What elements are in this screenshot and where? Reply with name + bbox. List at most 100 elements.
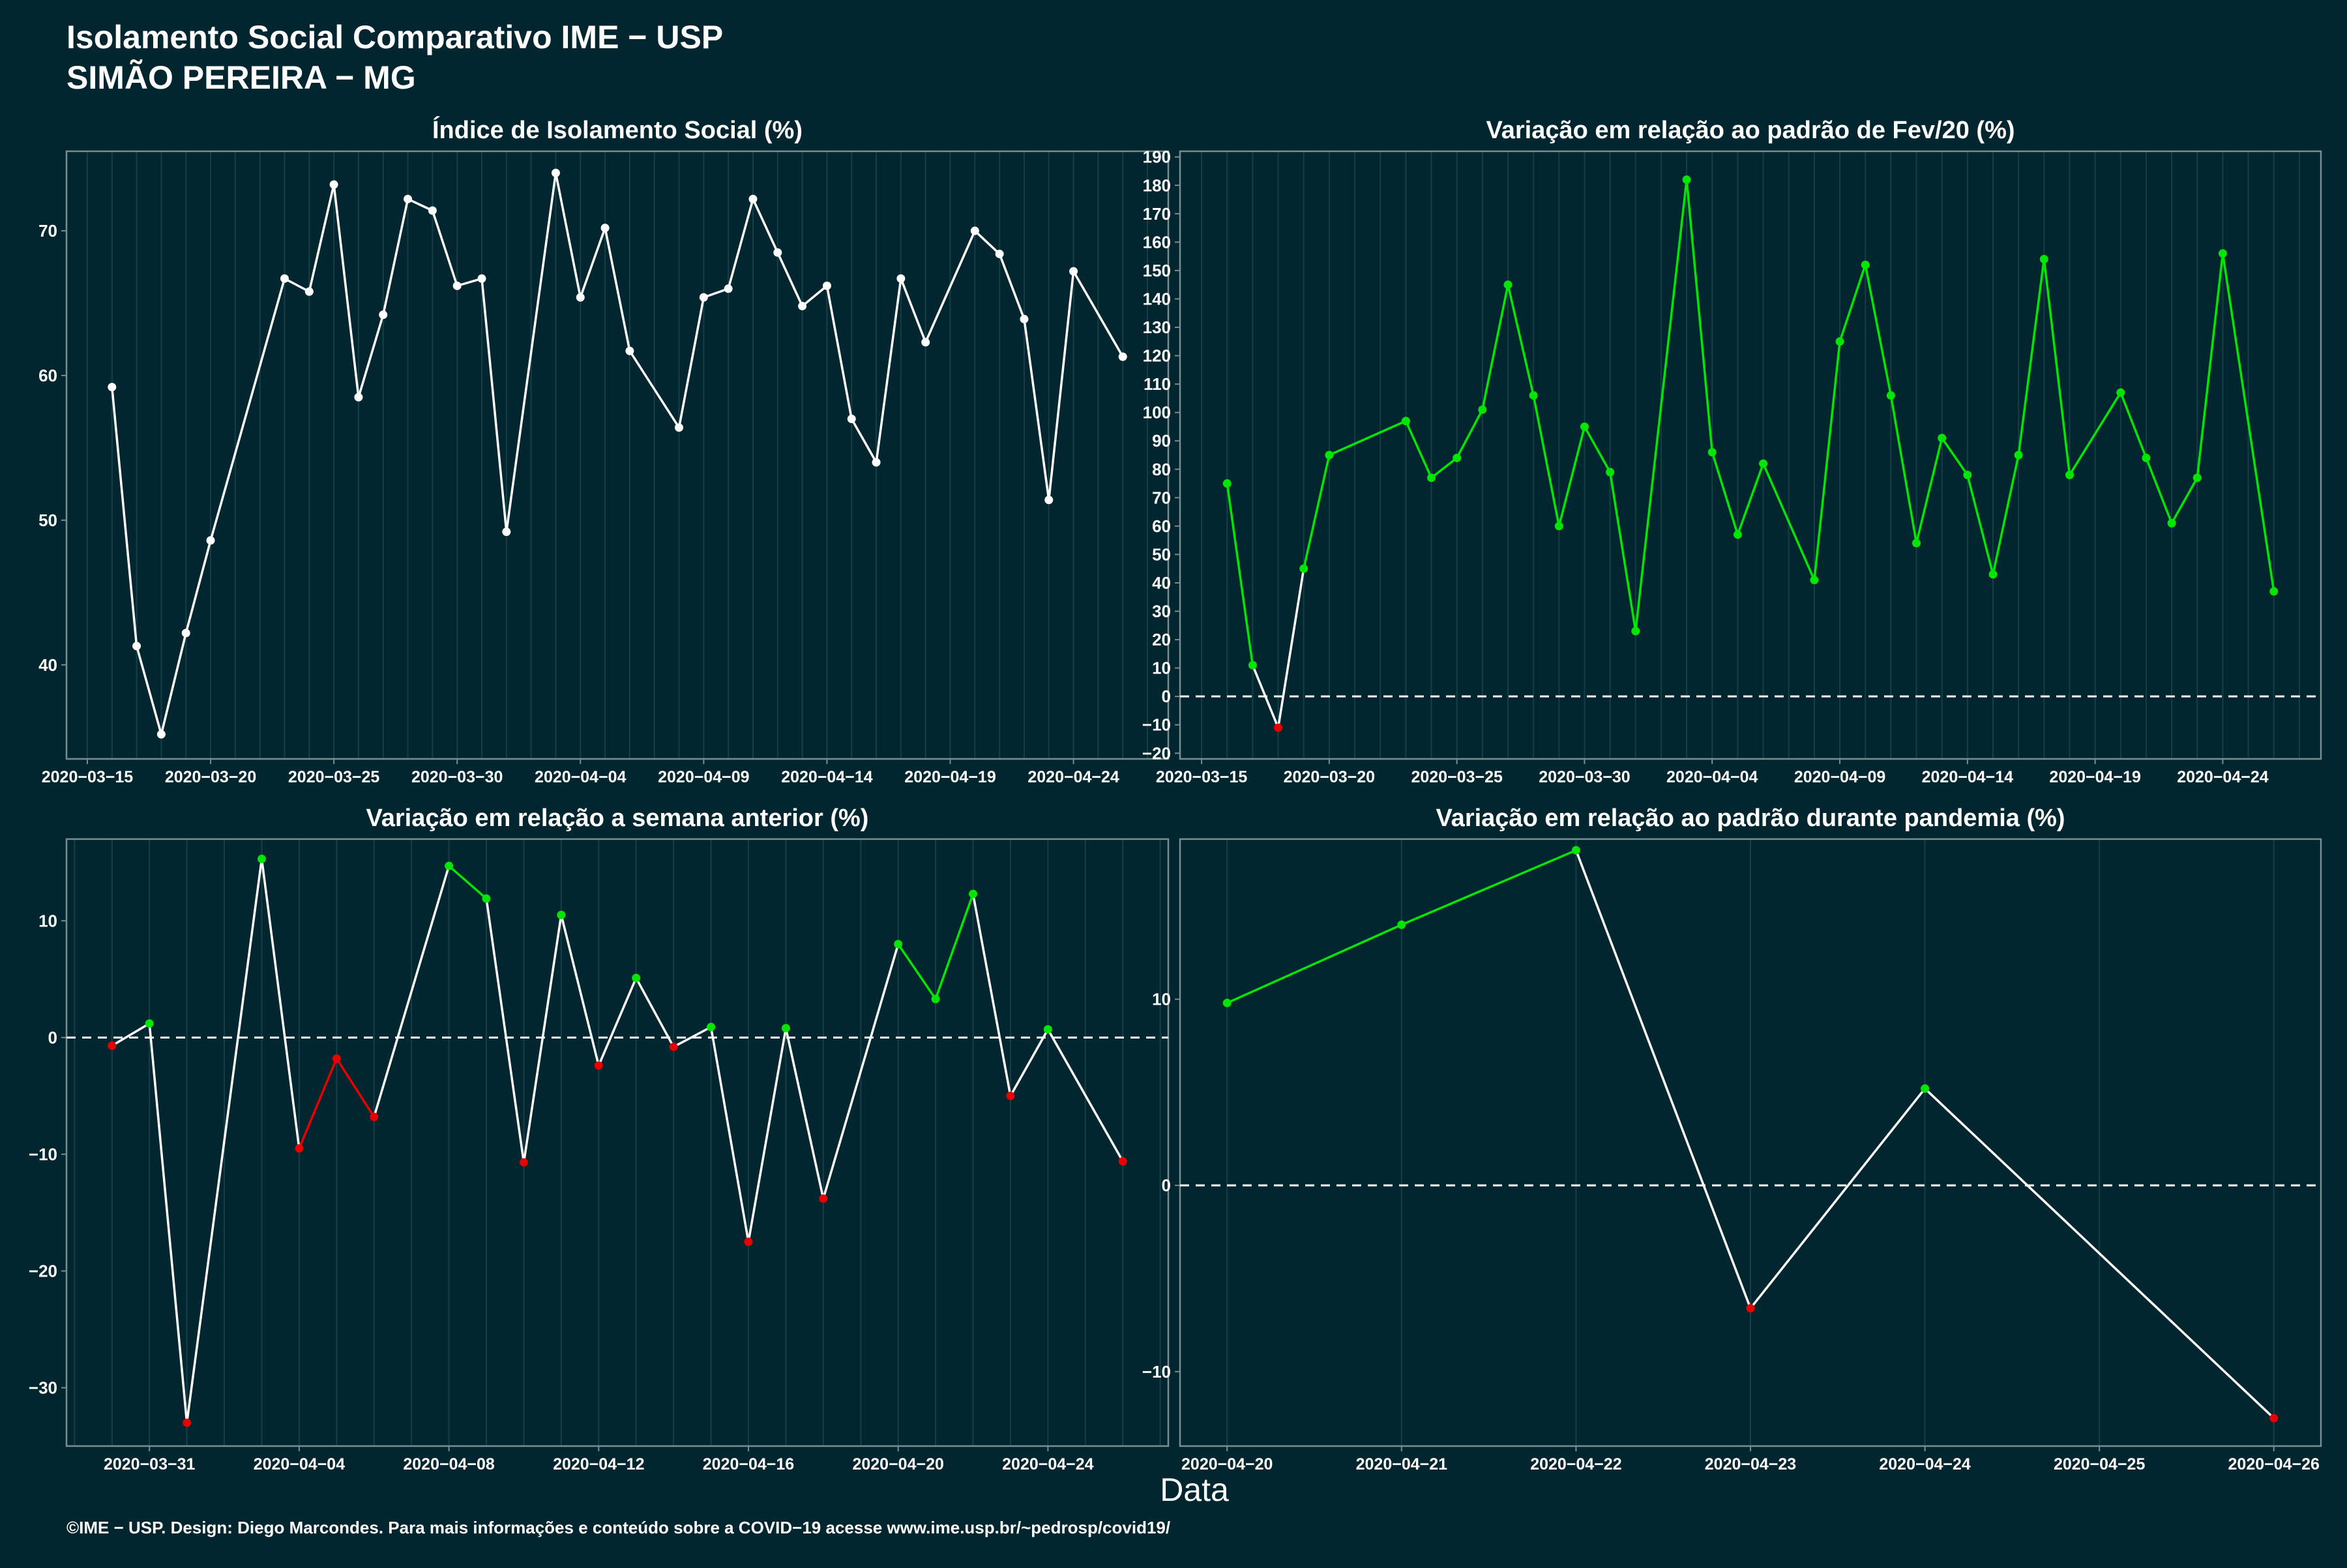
data-point bbox=[896, 274, 906, 283]
series-segment bbox=[1404, 419, 1433, 479]
y-tick-label: −20 bbox=[29, 1261, 57, 1280]
x-tick-label: 2020−03−25 bbox=[288, 768, 380, 786]
x-tick-label: 2020−04−19 bbox=[2049, 768, 2140, 786]
y-tick-label: 150 bbox=[1143, 261, 1171, 280]
plot-frame bbox=[1179, 150, 2322, 760]
series-segment bbox=[825, 284, 853, 421]
data-point bbox=[1118, 352, 1127, 361]
data-point bbox=[1631, 627, 1640, 636]
y-tick-label: −10 bbox=[1142, 715, 1171, 735]
data-point bbox=[2014, 451, 2023, 460]
x-tick-label: 2020−04−24 bbox=[1002, 1455, 1094, 1473]
y-tick-label: 20 bbox=[1152, 630, 1171, 649]
series-segment bbox=[672, 1026, 713, 1048]
series-segment bbox=[372, 865, 450, 1118]
data-point bbox=[1938, 434, 1947, 443]
y-tick-label: −30 bbox=[29, 1378, 57, 1397]
chart-title: Variação em relação ao padrão durante pa… bbox=[1436, 805, 2065, 832]
series-segment bbox=[604, 226, 631, 352]
data-point bbox=[1682, 175, 1691, 185]
series-segment bbox=[1507, 283, 1535, 397]
data-point bbox=[445, 861, 454, 870]
y-tick-label: 60 bbox=[38, 366, 57, 385]
data-point bbox=[819, 1194, 828, 1203]
series-segment bbox=[260, 857, 301, 1150]
series-segment bbox=[1923, 1087, 2275, 1419]
data-point bbox=[675, 423, 684, 432]
series-segment bbox=[702, 288, 730, 299]
series-segment bbox=[522, 913, 563, 1164]
series-segment bbox=[185, 539, 212, 634]
y-tick-label: 110 bbox=[1144, 374, 1171, 394]
y-tick-label: 40 bbox=[1152, 573, 1171, 593]
series-segment bbox=[2119, 391, 2148, 460]
data-point bbox=[428, 206, 437, 215]
data-point bbox=[2065, 470, 2074, 479]
series-segment bbox=[677, 296, 705, 429]
x-tick-label: 2020−03−31 bbox=[104, 1455, 196, 1473]
data-point bbox=[2039, 254, 2048, 263]
series-segment bbox=[1574, 849, 1752, 1310]
y-tick-label: 60 bbox=[1152, 516, 1171, 536]
x-tick-label: 2020−03−25 bbox=[1411, 768, 1503, 786]
footer-credits: ©IME − USP. Design: Diego Marcondes. Par… bbox=[66, 1518, 1170, 1537]
series-segment bbox=[1940, 437, 1969, 477]
data-point bbox=[773, 248, 782, 257]
series-segment bbox=[1813, 340, 1841, 582]
y-tick-label: 170 bbox=[1143, 204, 1171, 224]
series-segment bbox=[896, 943, 937, 1001]
series-segment bbox=[308, 183, 335, 293]
x-tick-label: 2020−03−15 bbox=[1156, 768, 1248, 786]
y-tick-label: 120 bbox=[1143, 346, 1171, 366]
data-point bbox=[576, 293, 585, 302]
series-segment bbox=[160, 632, 187, 736]
data-point bbox=[1810, 576, 1819, 585]
data-point bbox=[2116, 388, 2125, 397]
data-point bbox=[1733, 530, 1742, 539]
data-point bbox=[257, 854, 266, 863]
data-point bbox=[295, 1144, 304, 1153]
chart-title: Variação em relação ao padrão de Fev/20 … bbox=[1486, 117, 2015, 144]
data-point bbox=[1222, 479, 1232, 488]
x-tick-label: 2020−04−24 bbox=[1879, 1455, 1971, 1473]
series-segment bbox=[456, 277, 483, 288]
series-segment bbox=[554, 171, 582, 299]
chart-panel-3: Variação em relação a semana anterior (%… bbox=[29, 805, 1170, 1473]
data-point bbox=[379, 310, 388, 319]
series-segment bbox=[850, 417, 878, 464]
series-segment bbox=[1736, 462, 1765, 536]
x-tick-label: 2020−04−14 bbox=[781, 768, 873, 786]
data-point bbox=[132, 642, 141, 651]
data-point bbox=[370, 1112, 379, 1121]
series-segment bbox=[1455, 408, 1484, 460]
series-segment bbox=[431, 209, 458, 288]
series-segment bbox=[447, 865, 488, 900]
data-point bbox=[1835, 337, 1844, 346]
y-tick-label: −10 bbox=[29, 1144, 57, 1164]
data-point bbox=[1988, 570, 1998, 579]
series-segment bbox=[801, 284, 829, 308]
charts-group: Índice de Isolamento Social (%) 40 50 60 70 2… bbox=[29, 115, 2322, 1473]
data-point bbox=[822, 281, 831, 290]
series-segment bbox=[185, 857, 263, 1424]
data-point bbox=[156, 730, 166, 739]
data-point bbox=[781, 1024, 790, 1033]
data-point bbox=[594, 1061, 603, 1070]
data-point bbox=[332, 1054, 341, 1063]
series-segment bbox=[1046, 1028, 1124, 1162]
data-point bbox=[1044, 496, 1054, 505]
data-point bbox=[1020, 314, 1029, 323]
data-point bbox=[557, 910, 566, 919]
series-segment bbox=[505, 171, 557, 533]
series-segment bbox=[822, 943, 900, 1200]
y-tick-label: 140 bbox=[1143, 289, 1171, 308]
data-point bbox=[1222, 998, 1232, 1007]
data-point bbox=[669, 1043, 678, 1052]
x-tick-label: 2020−04−23 bbox=[1705, 1455, 1796, 1473]
series-segment bbox=[1226, 482, 1254, 667]
x-tick-label: 2020−04−25 bbox=[2054, 1455, 2146, 1473]
x-tick-label: 2020−04−24 bbox=[1027, 768, 1119, 786]
data-point bbox=[1006, 1091, 1015, 1101]
series-segment bbox=[1711, 451, 1739, 536]
x-tick-label: 2020−03−30 bbox=[411, 768, 503, 786]
